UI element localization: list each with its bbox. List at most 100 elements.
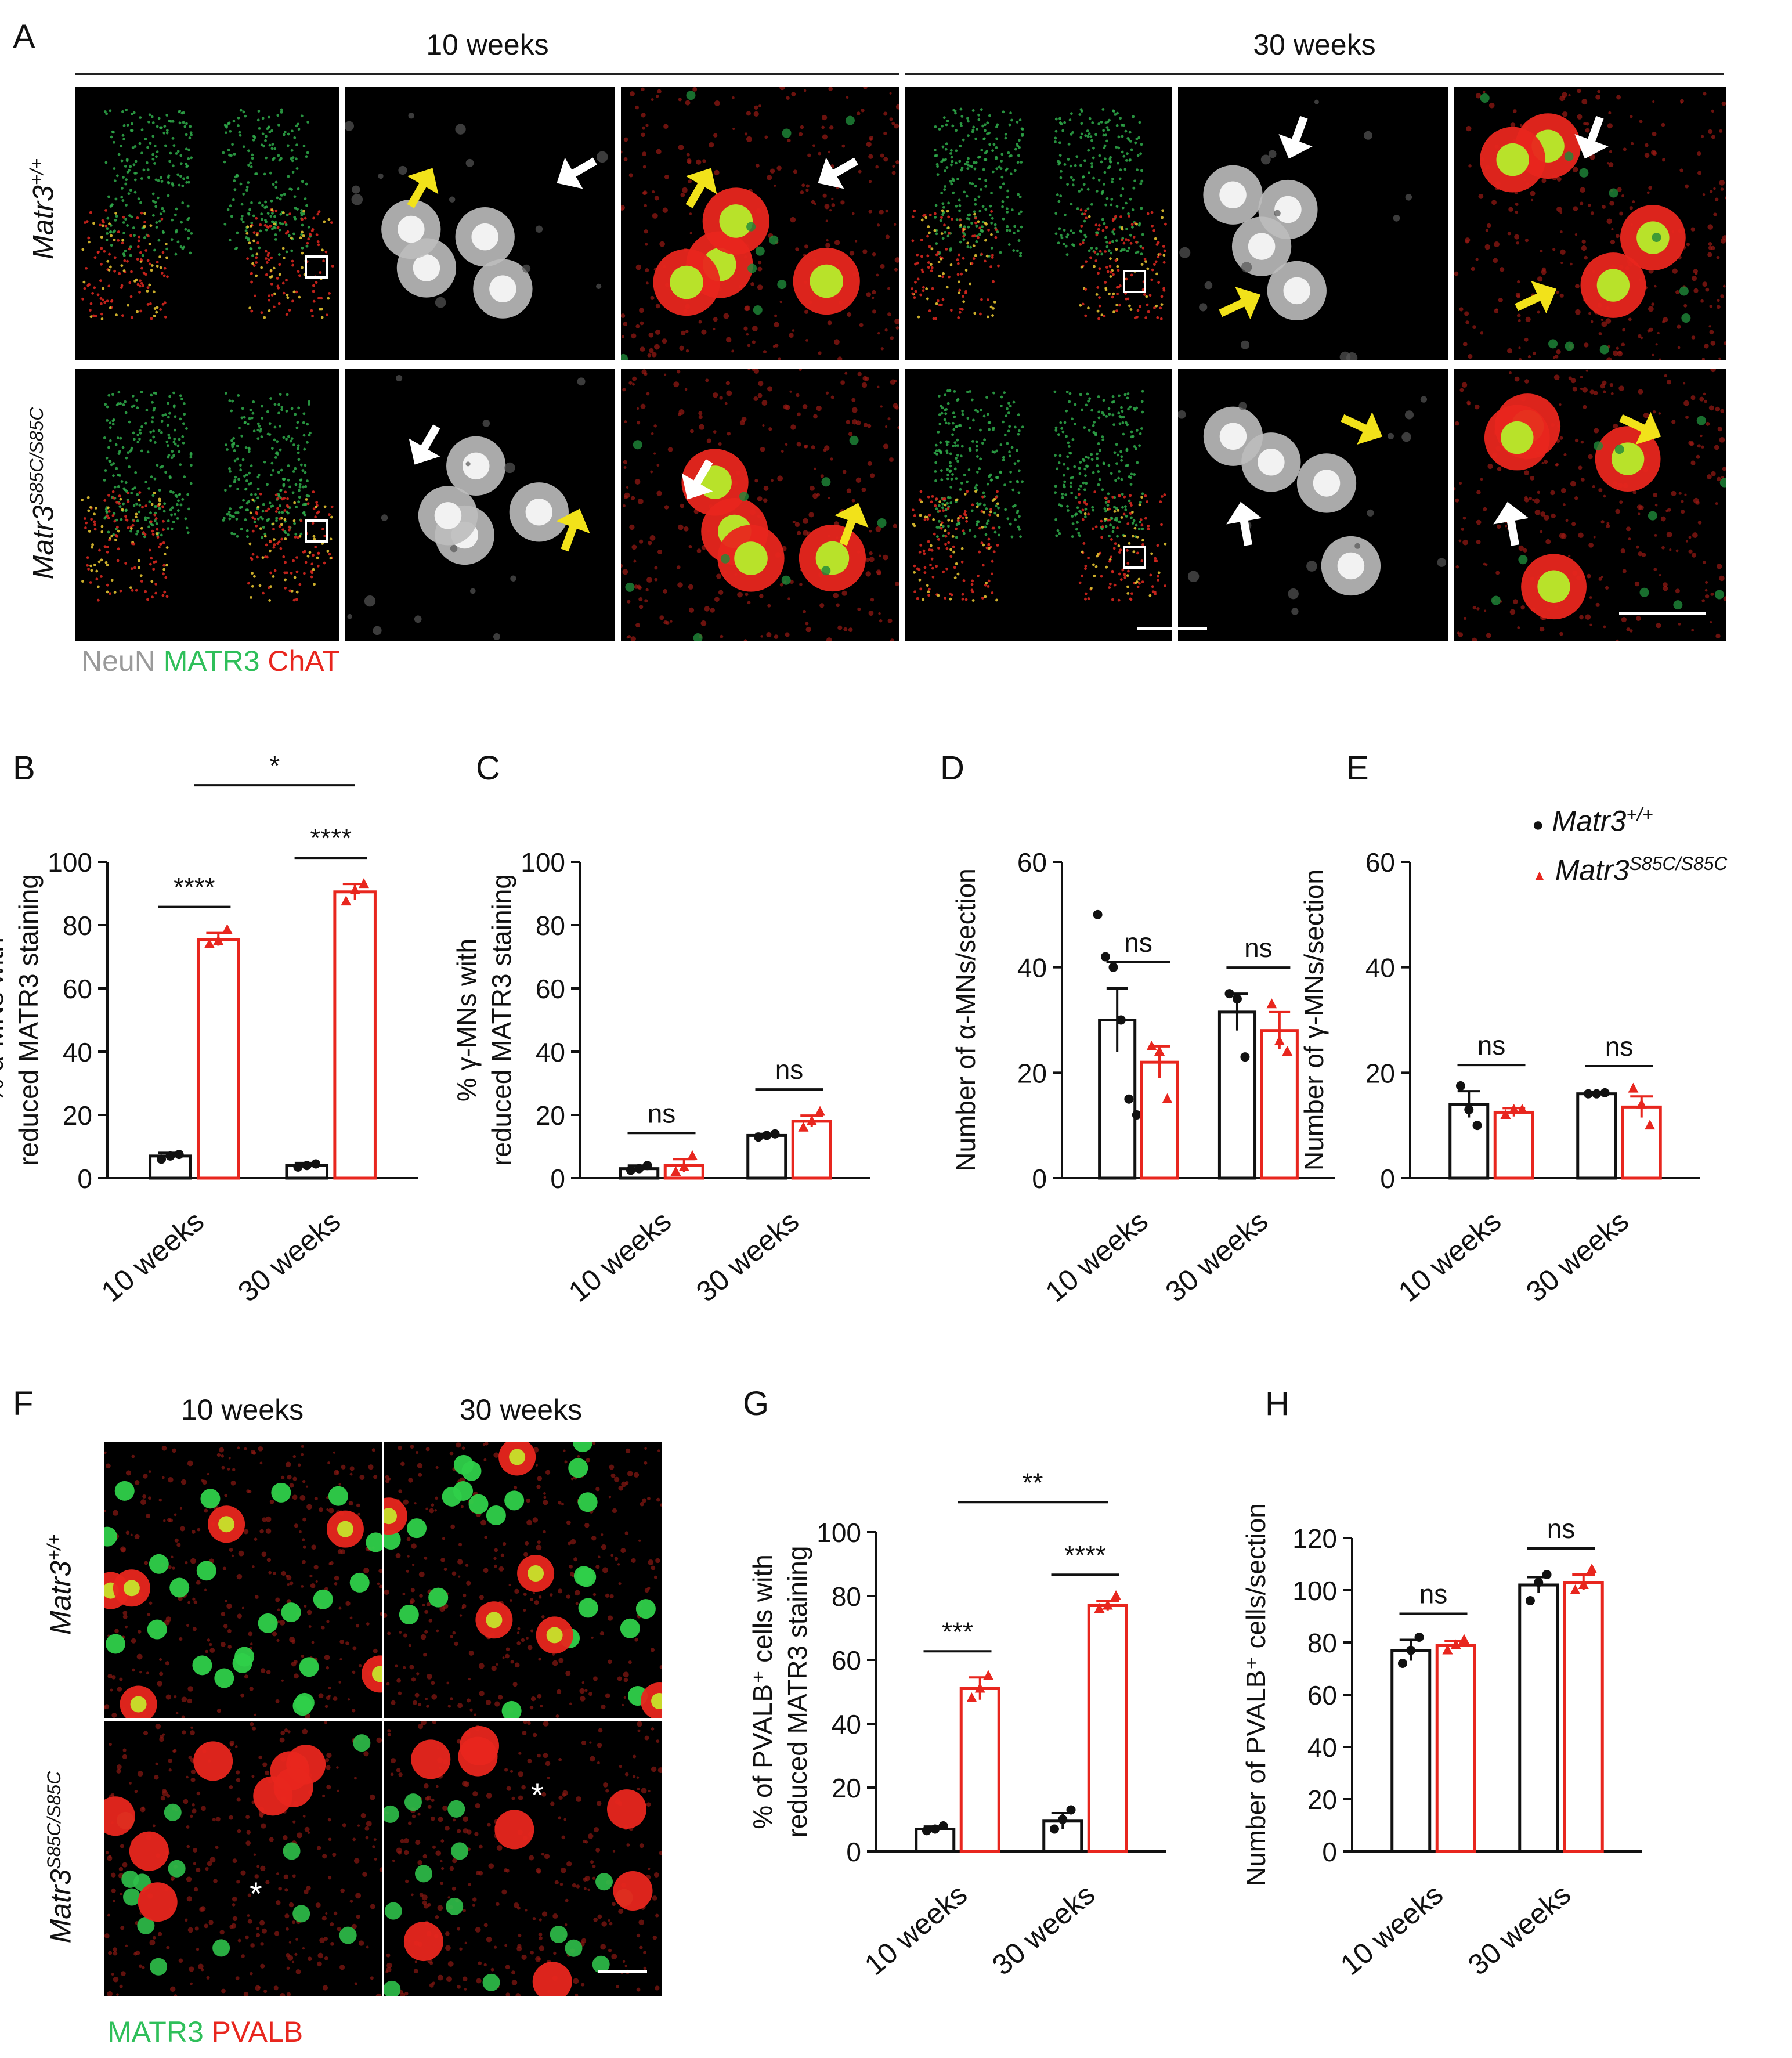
bar (619, 1167, 660, 1180)
significance-label: **** (174, 872, 215, 902)
arrow-icon (542, 136, 613, 207)
data-point (1108, 962, 1118, 972)
micrograph-a-wt-2 (345, 87, 615, 360)
y-tick-label: 40 (63, 1037, 92, 1067)
stain-pvalb: PVALB (211, 2016, 304, 2048)
data-point (1124, 1094, 1134, 1104)
y-tick-label: 20 (1307, 1785, 1337, 1815)
bar (1448, 1103, 1490, 1180)
bar (1098, 1019, 1137, 1180)
data-point (938, 1821, 948, 1830)
data-point (222, 924, 233, 934)
arrow-icon (803, 136, 875, 207)
y-axis-label: reduced MATR3 staining (486, 874, 516, 1166)
data-point (358, 878, 369, 889)
inset-box-3 (1123, 270, 1146, 293)
significance-label: ns (1124, 927, 1152, 958)
x-tick-label: 10 weeks (1039, 1205, 1154, 1309)
significance-label: ns (648, 1098, 676, 1128)
panel-a-header-rule-left (75, 73, 899, 75)
data-point (1162, 1093, 1173, 1103)
data-point (815, 1106, 826, 1116)
significance-label: **** (1064, 1540, 1106, 1570)
inset-box-1 (305, 255, 328, 279)
arrow-icon (1482, 495, 1542, 555)
y-tick-label: 40 (1017, 953, 1047, 983)
arrow-icon (664, 153, 735, 225)
panel-f-header-30-weeks: 30 weeks (459, 1393, 583, 1426)
y-tick-label: 80 (832, 1582, 861, 1612)
arrow-icon (1215, 495, 1275, 555)
inset-box-4 (1123, 546, 1146, 569)
y-tick-label: 20 (1365, 1058, 1395, 1088)
asterisk-marker: * (531, 1777, 544, 1813)
data-point (1282, 1046, 1293, 1056)
bar (1493, 1110, 1534, 1180)
y-tick-label: 100 (521, 847, 565, 878)
y-tick-label: 60 (1307, 1680, 1337, 1710)
y-tick-label: 120 (1292, 1523, 1337, 1554)
data-point (626, 1165, 635, 1175)
micrograph-a-wt-4 (905, 87, 1172, 360)
x-tick-label: 10 weeks (562, 1205, 677, 1309)
arrow-icon (1204, 270, 1274, 340)
data-point (1274, 1035, 1285, 1045)
data-point (1116, 1015, 1126, 1025)
significance-label: ** (1023, 1467, 1043, 1497)
stain-matr3: MATR3 (163, 645, 260, 677)
data-point (1525, 1596, 1535, 1605)
x-tick-label: 10 weeks (95, 1205, 210, 1309)
data-point (1600, 1088, 1610, 1097)
bar (1390, 1649, 1432, 1853)
y-axis-label: Number of PVALB⁺ cells/section (1241, 1503, 1271, 1886)
y-axis-label: % of PVALB⁺ cells with (747, 1554, 778, 1829)
panel-f-row-label-wt: Matr3+/+ (44, 1533, 77, 1635)
data-point (1240, 1052, 1250, 1062)
chart-g: 0 20 40 60 80 100 % of PVALB⁺ cells with reduce… (747, 1467, 1166, 1981)
data-point (1508, 1103, 1519, 1114)
panel-f-header-10-weeks: 10 weeks (180, 1393, 304, 1426)
data-point (293, 1162, 303, 1172)
bar (663, 1164, 704, 1180)
scale-bar (1619, 612, 1706, 615)
data-point (302, 1161, 312, 1171)
arrow-icon (664, 443, 735, 515)
y-tick-label: 60 (832, 1645, 861, 1676)
data-point (1578, 1579, 1589, 1589)
data-point (1414, 1633, 1424, 1642)
data-point (753, 1132, 763, 1142)
y-tick-label: 80 (63, 911, 92, 941)
bar (959, 1687, 1000, 1853)
y-axis-label: % α-MNs with (0, 937, 9, 1103)
y-tick-label: 20 (536, 1100, 565, 1131)
significance-label: ns (1547, 1514, 1576, 1544)
bar (149, 1154, 192, 1180)
y-tick-label: 40 (1307, 1732, 1337, 1763)
bar (915, 1828, 956, 1853)
y-tick-label: 80 (536, 911, 565, 941)
significance-label: ns (1244, 933, 1273, 963)
bar (791, 1120, 832, 1180)
panel-f-row-label-mut: Matr3S85C/S85C (44, 1771, 77, 1944)
y-tick-label: 0 (550, 1164, 565, 1194)
bar (1518, 1583, 1559, 1853)
y-tick-label: 60 (536, 974, 565, 1004)
data-point (1636, 1098, 1647, 1109)
legend-marker-triangle-icon: ▲ (1532, 866, 1547, 884)
y-axis-label: Number of γ-MNs/section (1299, 869, 1329, 1171)
y-tick-label: 60 (1365, 847, 1395, 878)
data-point (687, 1150, 698, 1160)
y-axis-label: % γ-MNs with (451, 938, 482, 1102)
chart-c: 0 20 40 60 80 100 % γ-MNs with reduced MATR3 st… (451, 847, 870, 1308)
arrow-icon (816, 492, 883, 558)
data-point (1093, 909, 1103, 919)
x-tick-label: 30 weeks (986, 1878, 1101, 1982)
y-tick-label: 0 (1032, 1164, 1047, 1194)
data-point (157, 1154, 167, 1164)
data-point (349, 884, 360, 895)
y-tick-label: 0 (1322, 1837, 1337, 1867)
significance-label: ns (1419, 1579, 1448, 1609)
data-point (1534, 1577, 1544, 1587)
significance-label: ns (775, 1055, 804, 1085)
data-point (1645, 1120, 1656, 1130)
